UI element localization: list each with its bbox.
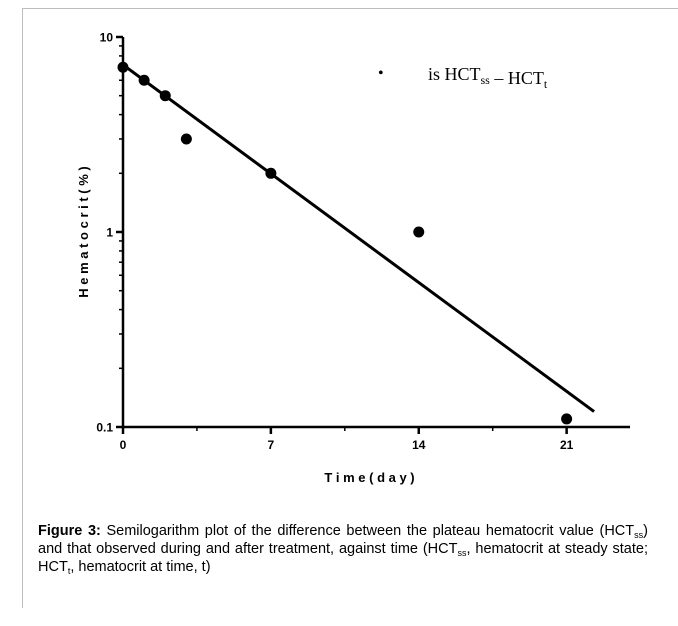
- x-axis-label: T i m e ( d a y ): [324, 470, 414, 485]
- x-tick-label: 7: [268, 438, 275, 452]
- data-point: [265, 167, 277, 179]
- fit-line: [122, 63, 595, 413]
- figure-frame-left: [22, 8, 23, 608]
- data-point: [159, 90, 171, 102]
- data-point: [138, 74, 150, 86]
- data-point: [117, 61, 129, 73]
- x-tick-label: 21: [560, 438, 574, 452]
- caption-text-3: , hematocrit at steady state; HCT: [38, 541, 648, 575]
- figure-frame-top: [22, 8, 678, 9]
- x-tick-label: 14: [412, 438, 426, 452]
- caption-label: Figure 3:: [38, 523, 101, 539]
- legend-text-hct: is HCT: [428, 64, 481, 84]
- legend-dash: –: [490, 68, 508, 88]
- data-point: [413, 226, 425, 238]
- figure-caption: Figure 3: Semilogarithm plot of the diff…: [38, 522, 648, 576]
- x-tick-label: 0: [120, 438, 127, 452]
- caption-sub-1: ss: [634, 530, 644, 540]
- caption-text-1: Semilogarithm plot of the difference bet…: [100, 523, 635, 539]
- y-tick-label: 10: [100, 31, 114, 45]
- caption-text-4: , hematocrit at time, t): [70, 559, 211, 575]
- legend-sub-ss: ss: [481, 73, 491, 87]
- data-point: [180, 133, 192, 145]
- caption-sub-3: t: [67, 566, 71, 576]
- y-axis-label: H e m a t o c r i t ( % ): [76, 166, 91, 297]
- y-tick-label: 0.1: [96, 421, 113, 435]
- caption-sub-2: ss: [457, 548, 467, 558]
- y-tick-label: 1: [106, 226, 113, 240]
- legend-text-hct2: HCT: [508, 68, 544, 88]
- legend-text: is HCTss – HCTt: [428, 64, 548, 91]
- data-point: [561, 413, 573, 425]
- legend-marker: •: [378, 65, 384, 82]
- legend-sub-t: t: [544, 77, 548, 91]
- semilog-chart: 0.1 1 10 0 7 14 21 • is HCTss – HCTt H e m a t …: [76, 31, 630, 485]
- data-points: [117, 61, 573, 425]
- caption-text-2: ) and that observed during and after tre…: [38, 523, 648, 557]
- legend: • is HCTss – HCTt: [378, 64, 548, 91]
